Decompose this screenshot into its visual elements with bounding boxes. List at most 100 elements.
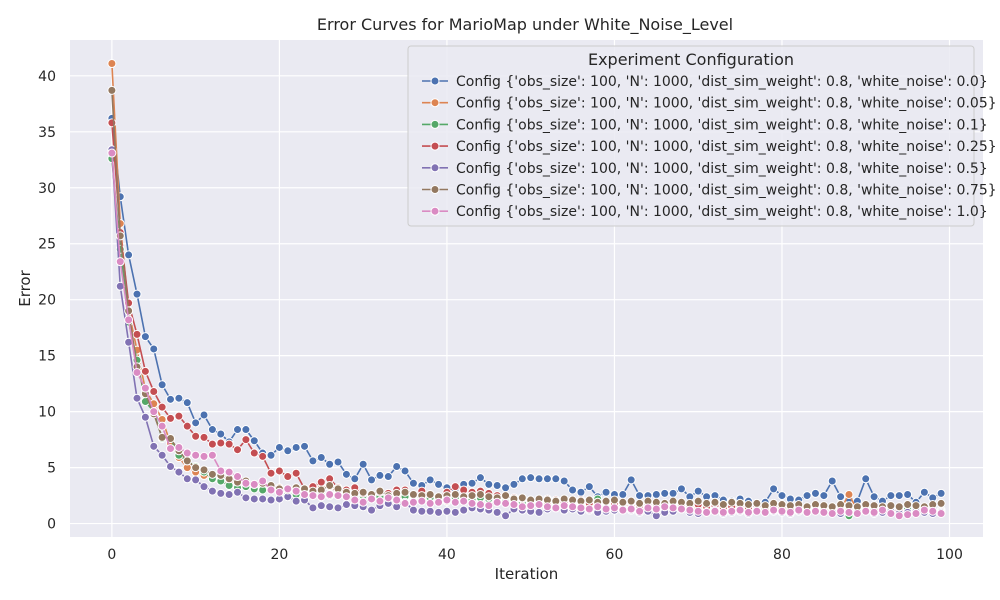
data-point [517,493,527,503]
data-point [308,503,318,513]
data-point [501,498,511,508]
data-point [157,402,167,412]
data-point [467,478,477,488]
legend-label: Config {'obs_size': 100, 'N': 1000, 'dis… [456,117,988,133]
data-point [350,495,360,505]
data-point [492,507,502,517]
data-point [752,498,762,508]
data-point [501,511,511,521]
data-point [333,503,343,513]
data-point [249,494,259,504]
data-point [459,496,469,506]
data-point [216,466,226,476]
data-point [199,451,209,461]
data-point [886,501,896,511]
data-point [702,507,712,517]
data-point [367,505,377,515]
data-point [450,489,460,499]
data-point [233,445,243,455]
data-point [601,496,611,506]
data-point [199,482,209,492]
legend-title: Experiment Configuration [588,50,794,69]
data-point [274,442,284,452]
data-point [140,383,150,393]
data-point [107,148,117,158]
data-point [886,491,896,501]
data-point [207,450,217,460]
x-tick-label: 80 [773,547,791,563]
data-point [166,394,176,404]
data-point [526,501,536,511]
data-point [651,489,661,499]
data-point [434,507,444,517]
data-point [274,466,284,476]
data-point [710,506,720,516]
data-point [266,468,276,478]
data-point [693,496,703,506]
y-tick-label: 10 [38,405,56,421]
data-point [693,506,703,516]
data-point [383,493,393,503]
data-point [325,459,335,469]
data-point [769,505,779,515]
data-point [861,474,871,484]
data-point [207,486,217,496]
data-point [408,489,418,499]
data-point [467,498,477,508]
data-point [291,468,301,478]
data-point [124,250,134,260]
data-point [400,466,410,476]
data-point [869,492,879,502]
data-point [810,506,820,516]
data-point [676,484,686,494]
data-point [911,501,921,511]
data-point [224,489,234,499]
data-point [936,488,946,498]
data-point [182,456,192,466]
data-point [224,467,234,477]
data-point [191,475,201,485]
data-point [400,487,410,497]
data-point [241,493,251,503]
x-axis-title: Iteration [495,565,559,583]
data-point [274,487,284,497]
data-point [827,476,837,486]
legend-box [407,45,975,227]
data-point [216,488,226,498]
data-point [819,491,829,501]
x-tick-label: 0 [107,547,116,563]
data-point [434,497,444,507]
data-point [919,505,929,515]
data-point [459,505,469,515]
data-point [341,469,351,479]
data-point [501,491,511,501]
data-point [358,459,368,469]
data-point [676,504,686,514]
data-point [534,474,544,484]
data-point [534,500,544,510]
data-point [174,411,184,421]
data-point [685,505,695,515]
data-point [660,488,670,498]
data-point [844,489,854,499]
data-point [752,506,762,516]
data-point [300,441,310,451]
data-point [836,506,846,516]
data-point [383,472,393,482]
data-point [836,492,846,502]
data-point [760,507,770,517]
data-point [207,425,217,435]
legend-label: Config {'obs_size': 100, 'N': 1000, 'dis… [456,204,988,220]
data-point [266,450,276,460]
data-point [341,500,351,510]
data-point [300,489,310,499]
data-point [928,506,938,516]
data-point [475,473,485,483]
legend-marker [430,141,440,151]
data-point [132,289,142,299]
data-point [408,505,418,515]
data-point [358,487,368,497]
legend-label: Config {'obs_size': 100, 'N': 1000, 'dis… [456,96,997,112]
data-point [149,344,159,354]
data-point [810,488,820,498]
